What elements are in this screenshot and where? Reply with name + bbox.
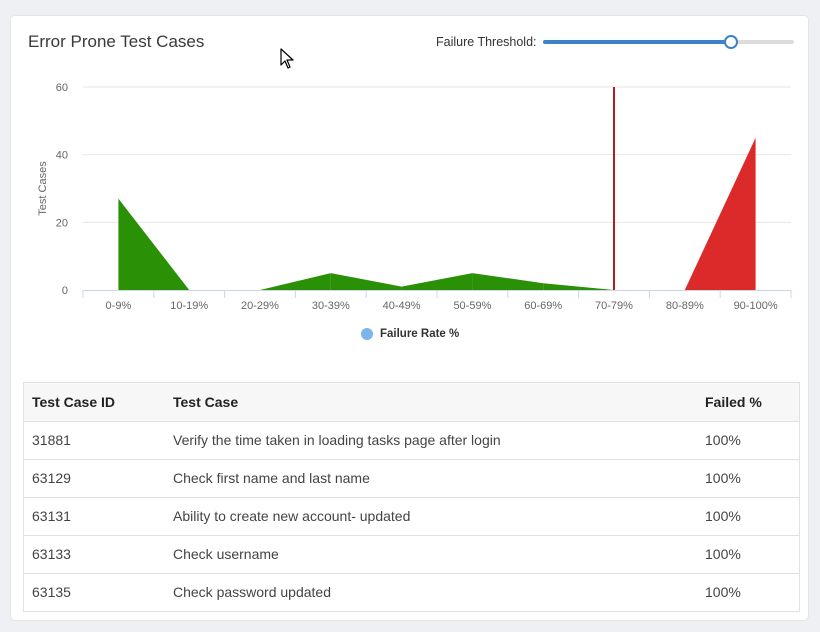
legend-label: Failure Rate % xyxy=(380,328,460,340)
table-row[interactable]: 63133 Check username 100% xyxy=(24,534,799,573)
y-tick-label: 20 xyxy=(56,217,68,229)
cell-test-case: Ability to create new account- updated xyxy=(165,496,697,535)
y-tick-label: 60 xyxy=(56,82,68,94)
cell-failed-percent: 100% xyxy=(697,496,799,535)
table-row[interactable]: 31881 Verify the time taken in loading ta… xyxy=(24,421,799,459)
cell-test-case: Check username xyxy=(165,534,697,573)
x-tick-label: 90-100% xyxy=(734,300,778,312)
mouse-pointer-icon xyxy=(280,48,294,69)
x-tick-label: 50-59% xyxy=(453,300,491,312)
area-segment xyxy=(472,273,544,290)
card-title: Error Prone Test Cases xyxy=(28,32,205,51)
test-cases-table: Test Case ID Test Case Failed % 31881 Ver… xyxy=(23,382,800,612)
x-tick-label: 10-19% xyxy=(170,300,208,312)
chart-legend[interactable]: Failure Rate % xyxy=(361,328,459,340)
table-row[interactable]: 63135 Check password updated 100% xyxy=(24,572,799,611)
cell-failed-percent: 100% xyxy=(697,458,799,497)
cell-failed-percent: 100% xyxy=(697,534,799,573)
failure-rate-chart: 0 20 40 60 Test Cases 0-9% 10-19% 20-29% 30-39% 4… xyxy=(37,82,792,312)
legend-marker xyxy=(361,328,373,340)
x-tick-label: 80-89% xyxy=(666,300,704,312)
y-tick-label: 0 xyxy=(62,285,68,297)
cell-failed-percent: 100% xyxy=(697,572,799,611)
cell-failed-percent: 100% xyxy=(705,432,741,448)
area-segment xyxy=(401,273,473,290)
area-segment xyxy=(543,283,614,290)
x-tick-label: 0-9% xyxy=(106,300,132,312)
y-axis-title: Test Cases xyxy=(37,161,49,216)
header-test-case-id[interactable]: Test Case ID xyxy=(24,383,165,422)
x-tick-label: 70-79% xyxy=(595,300,633,312)
cell-test-case-id: 63129 xyxy=(24,458,165,497)
cell-test-case: Check password updated xyxy=(165,572,697,611)
area-segment xyxy=(330,273,402,290)
x-tick-label: 30-39% xyxy=(312,300,350,312)
cell-test-case-id: 63135 xyxy=(24,572,165,611)
area-segment xyxy=(260,273,331,290)
x-tick-label: 20-29% xyxy=(241,300,279,312)
table-header-row: Test Case ID Test Case Failed % xyxy=(24,383,799,422)
error-prone-card: Error Prone Test Cases Failure Threshold… xyxy=(10,15,809,621)
x-tick-label: 60-69% xyxy=(524,300,562,312)
cell-test-case: Check first name and last name xyxy=(165,458,697,497)
cell-test-case: Verify the time taken in loading tasks p… xyxy=(173,432,501,448)
x-tick-label: 40-49% xyxy=(383,300,421,312)
table-row[interactable]: 63131 Ability to create new account- upda… xyxy=(24,496,799,535)
threshold-label: Failure Threshold: xyxy=(436,35,537,49)
cell-test-case-id: 31881 xyxy=(32,432,71,448)
table-row[interactable]: 63129 Check first name and last name 100% xyxy=(24,458,799,497)
slider-thumb[interactable] xyxy=(724,35,739,49)
area-segment xyxy=(684,137,756,290)
failure-threshold-control: Failure Threshold: xyxy=(436,34,796,54)
area-segment xyxy=(118,198,190,290)
header-test-case[interactable]: Test Case xyxy=(165,383,697,422)
cell-test-case-id: 63133 xyxy=(24,534,165,573)
threshold-slider[interactable] xyxy=(543,34,794,50)
y-tick-label: 40 xyxy=(56,150,68,162)
header-failed-percent[interactable]: Failed % xyxy=(697,383,799,422)
slider-fill xyxy=(543,40,732,44)
cell-test-case-id: 63131 xyxy=(24,496,165,535)
